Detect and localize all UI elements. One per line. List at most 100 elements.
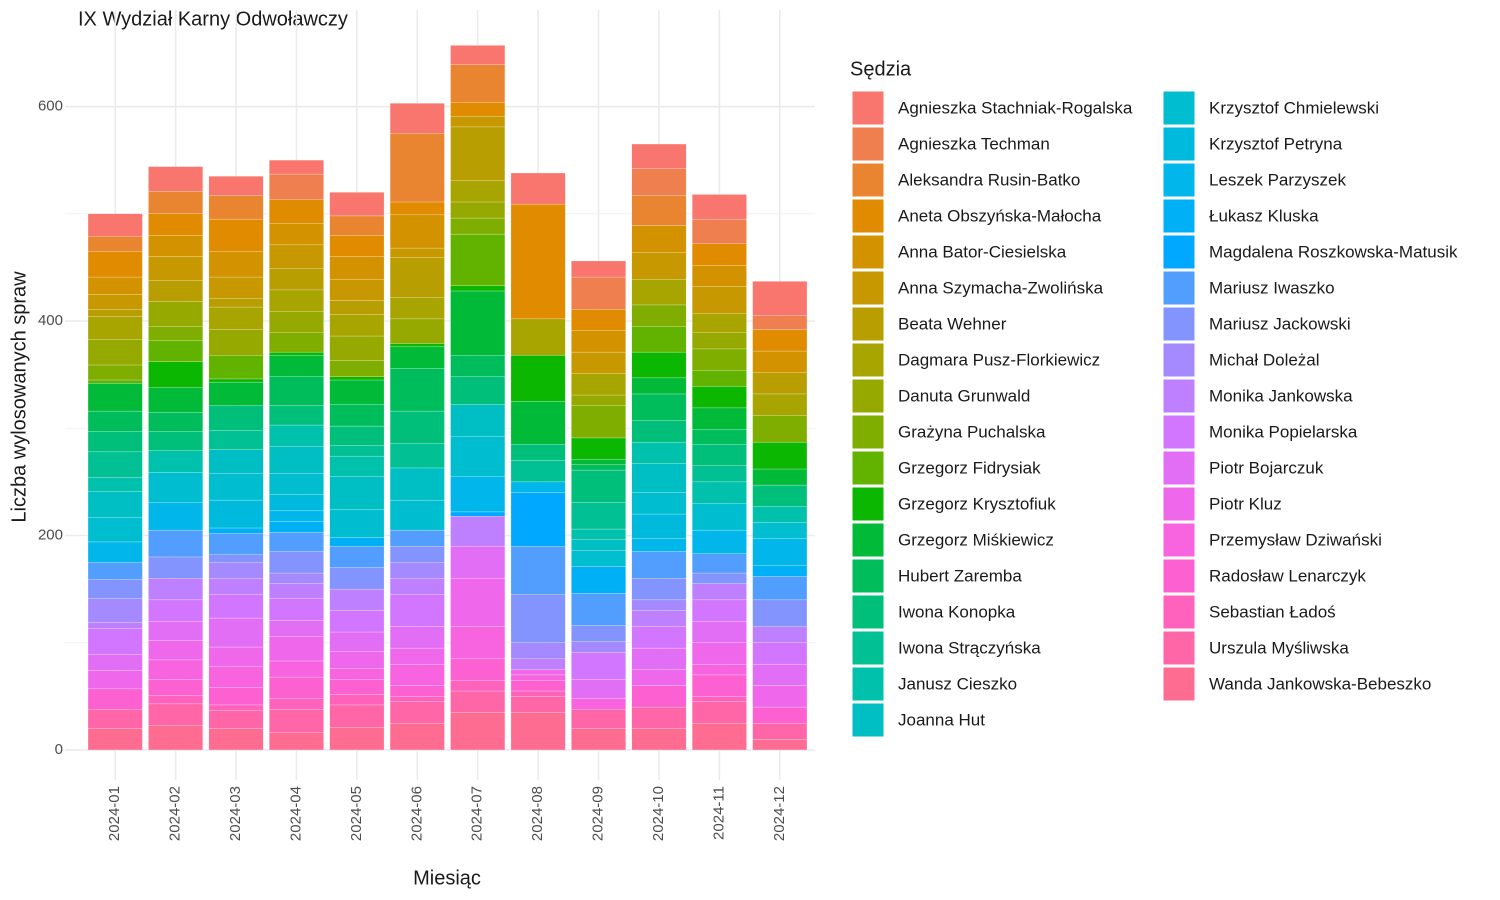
- bar-segment: [329, 567, 385, 590]
- bar-segment: [208, 527, 264, 534]
- legend-swatch: [851, 522, 885, 558]
- bar-segment: [329, 694, 385, 706]
- bar-segment: [329, 376, 385, 381]
- bar-segment: [148, 387, 204, 413]
- legend-swatch: [851, 234, 885, 270]
- legend-swatch: [1162, 450, 1196, 486]
- bar-segment: [329, 631, 385, 652]
- bar-segment: [87, 728, 143, 751]
- legend-swatch: [851, 342, 885, 378]
- bar-segment: [631, 626, 687, 649]
- bar-segment: [329, 668, 385, 680]
- bar-segment: [510, 546, 566, 595]
- bar-segment: [510, 492, 566, 547]
- bar-segment: [450, 45, 506, 65]
- bar-segment: [389, 318, 445, 344]
- legend-label: Wanda Jankowska-Bebeszko: [1209, 674, 1431, 693]
- bar-segment: [510, 712, 566, 751]
- bar-segment: [631, 441, 687, 464]
- legend-label: Aleksandra Rusin-Batko: [898, 170, 1080, 189]
- bar-segment: [208, 594, 264, 619]
- bar-segment: [510, 674, 566, 681]
- bar-segment: [510, 444, 566, 461]
- bar-segment: [87, 383, 143, 412]
- bar-segment: [87, 562, 143, 580]
- bar-segment: [752, 372, 808, 395]
- bar-segment: [148, 280, 204, 302]
- legend-swatch: [851, 90, 885, 126]
- bar-segment: [571, 437, 626, 460]
- bar-segment: [389, 696, 445, 702]
- bar-segment: [87, 709, 143, 729]
- legend-label: Grzegorz Krysztofiuk: [898, 494, 1056, 513]
- bar-segment: [389, 410, 445, 444]
- bar-segment: [389, 546, 445, 563]
- legend-label: Monika Jankowska: [1209, 386, 1353, 405]
- bar-segment: [208, 298, 264, 308]
- bar-segment: [691, 642, 747, 665]
- x-tick-label: 2024-04: [287, 786, 304, 841]
- bar-segment: [389, 701, 445, 724]
- bar-segment: [571, 276, 626, 310]
- bar-segment: [691, 243, 747, 266]
- bar-segment: [329, 546, 385, 568]
- bar-segment: [87, 431, 143, 453]
- bar-segment: [571, 373, 626, 396]
- bar-segment: [329, 704, 385, 728]
- legend-label: Anna Bator-Ciesielska: [898, 242, 1067, 261]
- legend-swatch: [1162, 378, 1196, 414]
- bar-segment: [389, 499, 445, 531]
- bar-segment: [148, 703, 204, 726]
- bar-segment: [571, 709, 626, 729]
- legend-label: Łukasz Kluska: [1209, 206, 1319, 225]
- legend-label: Anna Szymacha-Zwolińska: [898, 278, 1104, 297]
- bar-segment: [631, 195, 687, 226]
- bar-segment: [450, 476, 506, 513]
- bar-segment: [87, 477, 143, 492]
- bar-segment: [752, 642, 808, 665]
- bar-segment: [631, 551, 687, 579]
- bar-segment: [691, 572, 747, 584]
- bar-segment: [87, 293, 143, 310]
- bar-segment: [269, 446, 324, 474]
- legend-label: Agnieszka Techman: [898, 134, 1050, 153]
- bar-segment: [269, 551, 324, 574]
- bar-segment: [389, 346, 445, 369]
- bar-segment: [571, 678, 626, 699]
- legend-swatch: [851, 270, 885, 306]
- bar-segment: [752, 281, 808, 316]
- bar-segment: [148, 678, 204, 696]
- bar-segment: [631, 706, 687, 729]
- bar-segment: [631, 351, 687, 379]
- bar-segment: [389, 133, 445, 203]
- bar-segment: [631, 538, 687, 552]
- bar-segment: [329, 278, 385, 301]
- bar-segment: [571, 464, 626, 471]
- bar-segment: [450, 180, 506, 203]
- bar-segment: [148, 191, 204, 214]
- legend-label: Grażyna Puchalska: [898, 422, 1046, 441]
- bar-segment: [752, 626, 808, 643]
- bar-segment: [752, 685, 808, 708]
- bar-segment: [571, 394, 626, 406]
- bar-segment: [87, 316, 143, 340]
- bar-segment: [450, 376, 506, 405]
- legend-swatch: [851, 414, 885, 450]
- bar-segment: [329, 455, 385, 477]
- bar-segment: [329, 360, 385, 377]
- bar-segment: [329, 678, 385, 695]
- bar-segment: [329, 651, 385, 669]
- bar-segment: [208, 430, 264, 450]
- legend-label: Grzegorz Miśkiewicz: [898, 530, 1054, 549]
- bar-segment: [148, 599, 204, 622]
- bar-segment: [269, 268, 324, 291]
- bar-segment: [87, 598, 143, 623]
- bar-segment: [208, 533, 264, 555]
- bar-segment: [510, 355, 566, 402]
- legend-swatch: [851, 126, 885, 162]
- x-tick-label: 2024-10: [650, 786, 667, 841]
- bar-segment: [208, 195, 264, 220]
- bar-segment: [389, 594, 445, 627]
- y-tick-label: 0: [55, 741, 63, 758]
